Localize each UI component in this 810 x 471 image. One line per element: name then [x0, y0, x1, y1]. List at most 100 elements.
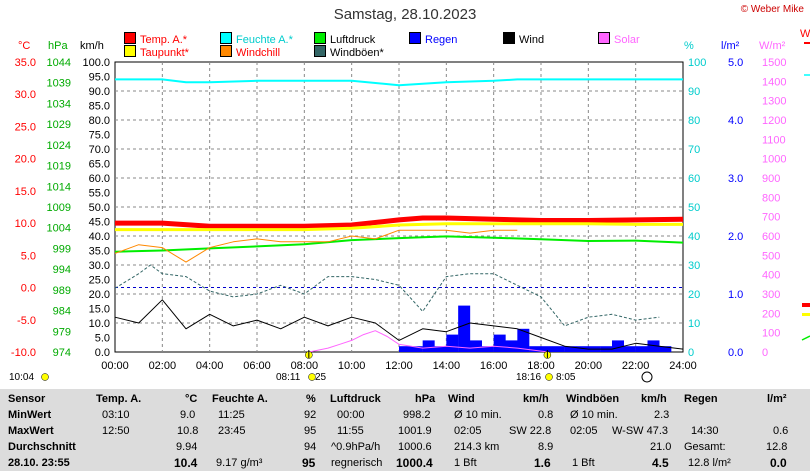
solar-axis-tick: 900 [762, 173, 780, 185]
pressure-axis-tick: 1044 [47, 57, 71, 69]
wind-axis-tick: 70.0 [89, 144, 110, 156]
humidity-axis-tick: 80 [688, 115, 700, 127]
rain-header: Regen [684, 393, 718, 405]
legend-swatch [124, 32, 136, 44]
pressure-axis-tick: 1004 [47, 223, 71, 235]
wind-unit: km/h [80, 40, 104, 52]
pressure-axis-tick: 1029 [47, 119, 71, 131]
wind-axis-tick: 75.0 [89, 130, 110, 142]
time-axis-tick: 22:00 [622, 360, 650, 372]
humidity-axis-tick: 30 [688, 260, 700, 272]
rain-bar [552, 346, 565, 352]
legend-label: Luftdruck [330, 34, 376, 46]
rain-axis-tick: 0.0 [728, 347, 743, 359]
legend-label: Wind [519, 34, 545, 46]
solar-axis-tick: 0 [762, 347, 768, 359]
moon-phase-icon [641, 371, 653, 383]
humidity-axis-tick: 10 [688, 318, 700, 330]
time-axis-tick: 24:00 [669, 360, 697, 372]
legend-swatch [124, 45, 136, 57]
rain-bar [635, 346, 648, 352]
solar-axis-tick: 100 [762, 328, 780, 340]
pressure-axis-tick: 1039 [47, 78, 71, 90]
temp-axis-tick: -10.0 [11, 347, 36, 359]
temp-min-time: 03:10 [102, 409, 130, 421]
legend-swatch [220, 45, 232, 57]
temp-current: 10.4 [174, 456, 198, 470]
time-axis-tick: 16:00 [480, 360, 508, 372]
temp-axis-tick: 35.0 [15, 57, 36, 69]
legend-item-temp: Temp. A.* [124, 32, 187, 47]
wind-axis-tick: 90.0 [89, 86, 110, 98]
humidity-avg: 94 [304, 441, 317, 453]
rain-unit: l/m² [721, 40, 740, 52]
pressure-axis-tick: 1009 [47, 202, 71, 214]
temp-axis-tick: 10.0 [15, 218, 36, 230]
legend-label: Feuchte A.* [236, 34, 293, 46]
time-axis-tick: 10:00 [338, 360, 366, 372]
sunrise-tail-label: 25 [315, 372, 327, 383]
temp-avg: 9.94 [176, 441, 198, 453]
gusts-max: W-SW 47.3 [612, 425, 669, 437]
pressure-min: 998.2 [403, 409, 431, 421]
wind-axis-tick: 85.0 [89, 101, 110, 113]
rain-axis-tick: 1.0 [728, 289, 743, 301]
time-axis-tick: 18:00 [527, 360, 555, 372]
legend-swatch [409, 32, 421, 44]
wind-axis-tick: 15.0 [89, 304, 110, 316]
humidity-max: 95 [304, 425, 317, 437]
legend-label: Taupunkt* [140, 47, 189, 59]
legend-label: Solar [614, 34, 640, 46]
temp-axis-tick: 15.0 [15, 186, 36, 198]
sunset-label: 18:16 [516, 372, 542, 383]
rain-bar [458, 305, 471, 352]
legend-swatch [220, 32, 232, 44]
temp-unit-col: °C [185, 393, 198, 405]
humidity-min: 92 [304, 409, 317, 421]
rain-bar [623, 346, 636, 352]
temp-axis-tick: 0.0 [21, 283, 36, 295]
chart-title: Samstag, 28.10.2023 [333, 6, 477, 23]
rain-axis-tick: 2.0 [728, 231, 743, 243]
legend-swatch [598, 32, 610, 44]
sunrise-label: 08:11 [276, 372, 301, 383]
rain-axis-tick: 3.0 [728, 173, 743, 185]
solar-axis-tick: 700 [762, 212, 780, 224]
humidity-axis-tick: 70 [688, 144, 700, 156]
wind-axis-tick: 25.0 [89, 275, 110, 287]
legend-item-solar: Solar [598, 32, 640, 47]
temp-axis-tick: 25.0 [15, 121, 36, 133]
time-axis-tick: 00:00 [101, 360, 129, 372]
pressure-axis-tick: 1019 [47, 161, 71, 173]
humidity-min-time: 11:25 [218, 409, 245, 421]
series-luftdruck [114, 235, 684, 253]
legend-item-rain: Regen [409, 32, 457, 47]
legend-swatch [314, 32, 326, 44]
gusts-avg10: 2.3 [654, 409, 670, 421]
temp-header: Temp. A. [96, 393, 142, 405]
rain-unit-col: l/m² [767, 393, 787, 405]
time-axis-tick: 14:00 [433, 360, 461, 372]
wind-axis-tick: 5.0 [95, 333, 110, 345]
humidity-absolute: 9.17 g/m³ [216, 457, 263, 469]
time-axis-tick: 02:00 [149, 360, 177, 372]
rain-bar [410, 346, 423, 352]
legend-item-windchill: Windchill [220, 45, 280, 60]
pressure-axis-tick: 994 [53, 264, 71, 276]
legend-item-wind: Wind [503, 32, 544, 47]
wind-axis-tick: 35.0 [89, 246, 110, 258]
humidity-axis-tick: 20 [688, 289, 700, 301]
right-panel-stub [804, 42, 810, 44]
right-panel-stub [802, 303, 810, 307]
series-windchill [114, 229, 518, 263]
rain-axis-tick: 5.0 [728, 57, 743, 69]
row-label-max: MaxWert [8, 425, 54, 437]
solar-axis-tick: 1000 [762, 154, 786, 166]
pressure-avg: 1000.6 [398, 441, 432, 453]
humidity-unit-col: % [306, 393, 316, 405]
wind-axis-tick: 30.0 [89, 260, 110, 272]
wind-axis-tick: 65.0 [89, 159, 110, 171]
rain-bar [434, 346, 447, 352]
rain-max: 0.6 [773, 425, 789, 437]
humidity-current: 95 [302, 456, 316, 470]
